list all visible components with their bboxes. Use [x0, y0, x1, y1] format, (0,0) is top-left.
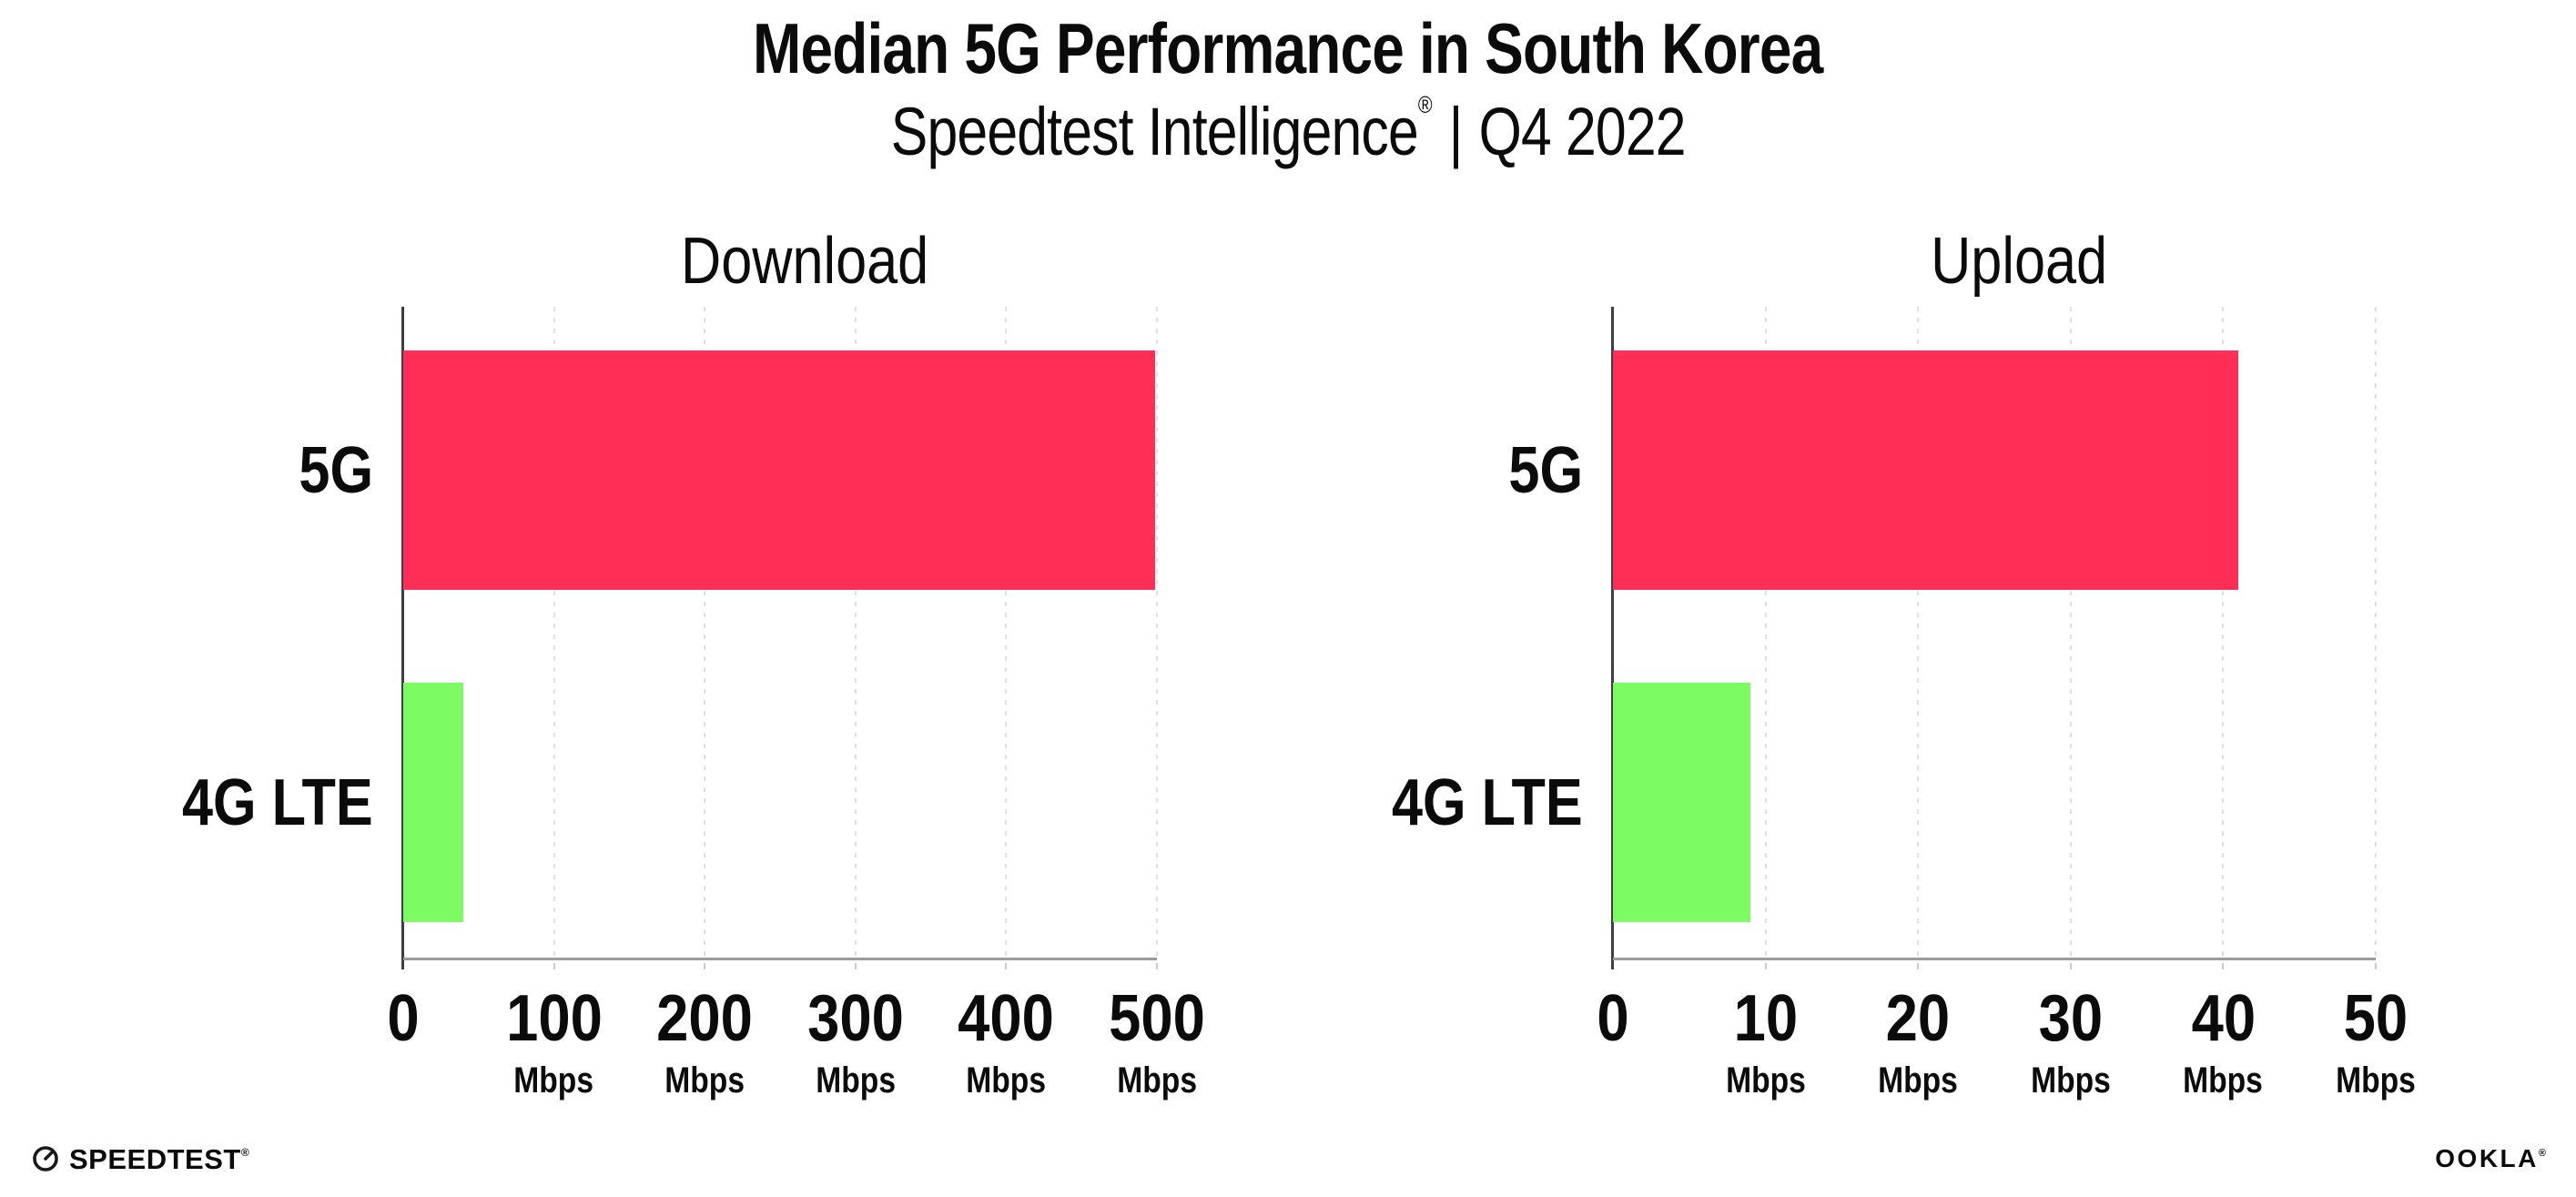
registered-mark: ® — [1417, 91, 1433, 118]
y-axis-line — [401, 307, 404, 969]
x-axis-line — [1613, 958, 2376, 960]
tick-mark-50 — [2375, 963, 2377, 969]
tick-mark-40 — [2222, 963, 2225, 969]
x-tick-label-10: 10 Mbps — [1718, 986, 1812, 1101]
x-tick-unit: Mbps — [2183, 1060, 2264, 1101]
upload-bar-5g — [1613, 350, 2239, 590]
x-tick-unit: Mbps — [513, 1060, 594, 1101]
x-tick-label-50: 50 Mbps — [2328, 986, 2423, 1101]
gridline-30 — [2069, 307, 2072, 958]
x-tick-unit: Mbps — [1725, 1060, 1806, 1101]
x-tick-label-400: 400 Mbps — [951, 986, 1060, 1101]
page-title-text: Median 5G Performance in South Korea — [753, 8, 1823, 88]
tick-mark-400 — [1005, 963, 1008, 969]
x-tick-unit: Mbps — [815, 1060, 896, 1101]
tick-mark-300 — [854, 963, 857, 969]
gridline-200 — [704, 307, 706, 958]
x-tick-label-100: 100 Mbps — [500, 986, 609, 1101]
page-title: Median 5G Performance in South Korea — [0, 13, 2576, 84]
speedtest-wordmark: SPEEDTEST® — [69, 1142, 250, 1175]
gridline-10 — [1764, 307, 1767, 958]
x-axis-line — [403, 958, 1157, 960]
x-tick-unit: Mbps — [2336, 1060, 2416, 1101]
download-chart: Download 5G 4G LTE 0 100 Mbps 200 Mbps 300 Mbps… — [182, 228, 1205, 1101]
upload-chart: Upload 5G 4G LTE 0 10 Mbps 20 Mbps 30 Mbps 40 Mbp… — [1392, 228, 2416, 1101]
tick-mark-100 — [553, 963, 555, 969]
x-tick-unit: Mbps — [2030, 1060, 2111, 1101]
x-tick-unit: Mbps — [1117, 1060, 1197, 1101]
download-chart-title: Download — [680, 225, 929, 298]
ookla-wordmark: OOKLA® — [2435, 1144, 2546, 1172]
upload-plot-area: 5G 4G LTE — [1392, 307, 2377, 969]
download-x-axis-ticks: 0 100 Mbps 200 Mbps 300 Mbps 400 Mbps 500 Mbps — [387, 960, 1204, 1115]
category-label-4g-lte: 4G LTE — [182, 766, 373, 839]
subtitle-separator: | — [1448, 94, 1463, 169]
category-label-5g: 5G — [1508, 433, 1583, 507]
y-axis-line — [1611, 307, 1614, 969]
upload-x-axis-ticks: 0 10 Mbps 20 Mbps 30 Mbps 40 Mbps 50 Mbps — [1597, 960, 2415, 1115]
x-tick-label-30: 30 Mbps — [2023, 986, 2118, 1101]
x-tick-label-300: 300 Mbps — [801, 986, 910, 1101]
subtitle-brand: Speedtest Intelligence — [890, 94, 1419, 169]
page-subtitle: Speedtest Intelligence® | Q4 2022 — [0, 93, 2576, 166]
speedtest-gauge-icon — [33, 1146, 58, 1172]
x-tick-label-200: 200 Mbps — [650, 986, 759, 1101]
tick-mark-30 — [2069, 963, 2072, 969]
x-tick-label-0: 0 — [1597, 982, 1629, 1055]
x-tick-label-0: 0 — [387, 982, 420, 1055]
gridline-20 — [1917, 307, 1920, 958]
gridline-40 — [2222, 307, 2225, 958]
category-label-4g-lte: 4G LTE — [1392, 766, 1583, 839]
ookla-logo: OOKLA® — [2435, 1145, 2546, 1172]
gridline-300 — [854, 307, 857, 958]
download-bar-4g-lte — [403, 683, 464, 922]
x-tick-label-40: 40 Mbps — [2175, 986, 2270, 1101]
gridline-100 — [553, 307, 555, 958]
speedtest-logo: SPEEDTEST® — [32, 1143, 249, 1174]
x-tick-unit: Mbps — [1878, 1060, 1959, 1101]
category-label-5g: 5G — [299, 433, 373, 507]
tick-mark-500 — [1156, 963, 1158, 969]
tick-mark-10 — [1764, 963, 1767, 969]
gridline-500 — [1156, 307, 1158, 958]
tick-mark-20 — [1917, 963, 1920, 969]
download-bar-5g — [403, 350, 1156, 590]
subtitle-period: Q4 2022 — [1478, 94, 1686, 169]
download-plot-area: 5G 4G LTE — [182, 307, 1158, 969]
x-tick-label-500: 500 Mbps — [1102, 986, 1212, 1101]
page-subtitle-text: Speedtest Intelligence® | Q4 2022 — [890, 91, 1687, 169]
x-tick-label-20: 20 Mbps — [1871, 986, 1965, 1101]
gridline-50 — [2375, 307, 2377, 958]
ookla-trademark: ® — [2538, 1148, 2546, 1159]
tick-mark-200 — [704, 963, 706, 969]
x-tick-unit: Mbps — [664, 1060, 745, 1101]
x-tick-unit: Mbps — [966, 1060, 1047, 1101]
upload-bar-4g-lte — [1613, 683, 1750, 922]
upload-chart-title: Upload — [1931, 225, 2107, 298]
gridline-400 — [1005, 307, 1008, 958]
speedtest-trademark: ® — [240, 1145, 250, 1159]
